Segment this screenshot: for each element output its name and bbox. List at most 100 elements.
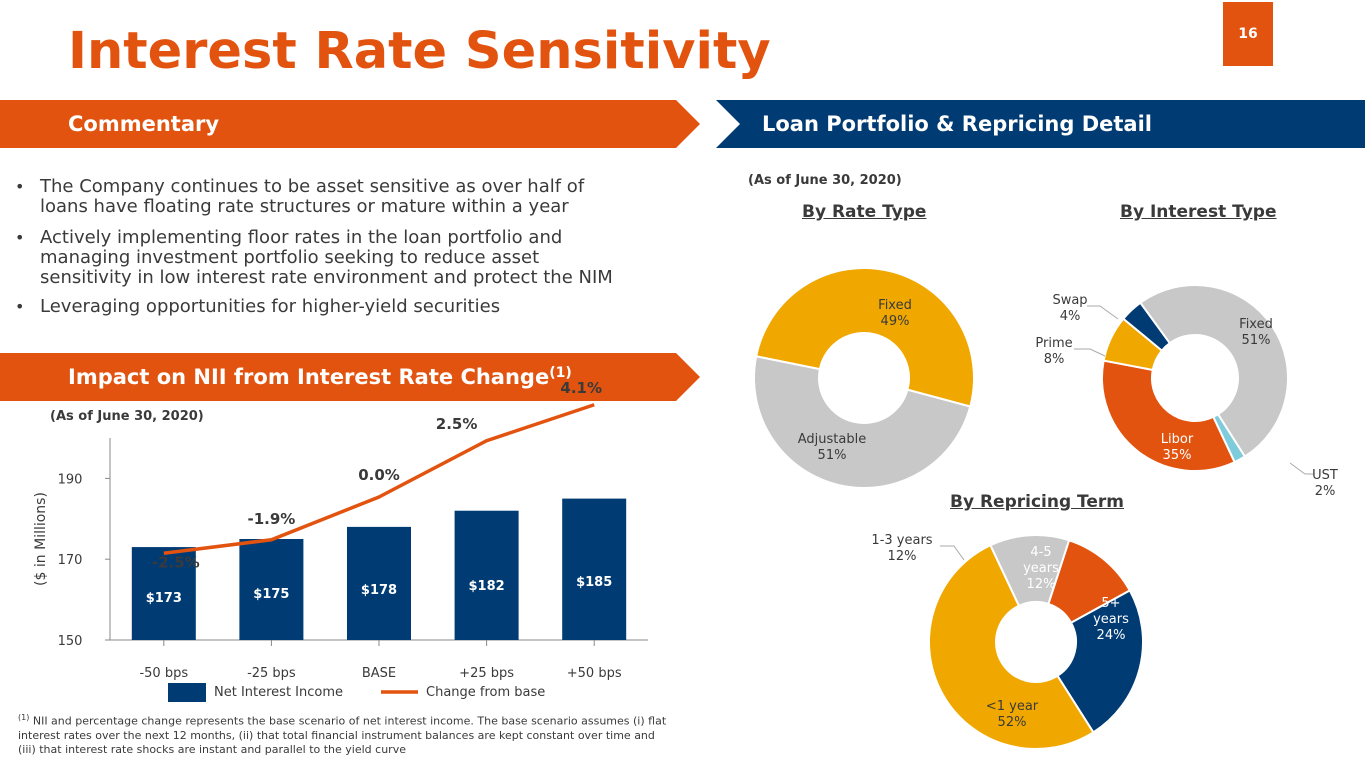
footnote: (1) NII and percentage change represents… [18, 711, 718, 757]
slice-name-label: 4-5 [1030, 545, 1051, 560]
nii-impact-header-label: Impact on NII from Interest Rate Change [68, 365, 550, 389]
loan-as-of-date: (As of June 30, 2020) [748, 173, 902, 188]
change-value-label: 0.0% [358, 466, 400, 484]
slice-name-label: Prime [1035, 336, 1072, 351]
leader-line [1074, 348, 1106, 357]
x-tick-label: -25 bps [247, 666, 296, 681]
interest-type-title: By Interest Type [1120, 202, 1277, 222]
nii-bar [562, 498, 627, 640]
footnote-line: NII and percentage change represents the… [29, 714, 667, 728]
x-tick-label: +25 bps [459, 666, 514, 681]
slice-value-label: 35% [1163, 448, 1192, 463]
nii-bar [131, 547, 196, 640]
change-value-label: -2.5% [152, 553, 200, 571]
slice-name-label: Libor [1161, 432, 1194, 447]
leader-line [1289, 462, 1314, 475]
footnote-line: interest rates over the next 12 months, … [18, 728, 655, 742]
leader-line [1087, 305, 1119, 320]
slice-value-label: 51% [1242, 333, 1271, 348]
x-tick-label: +50 bps [567, 666, 622, 681]
bullet-dot: • [15, 228, 25, 247]
bullet-dot: • [15, 177, 25, 196]
bullet-dot: • [15, 297, 25, 316]
donut-slice [989, 534, 1071, 608]
commentary-bullet-1: • The Company continues to be asset sens… [15, 177, 675, 217]
legend-label-nii: Net Interest Income [214, 685, 343, 700]
legend-swatch-nii [168, 683, 206, 702]
donut-slice [754, 267, 975, 408]
slice-value-label: 51% [818, 448, 847, 463]
legend-label-change: Change from base [426, 685, 545, 700]
footnote-ref: (1) [18, 713, 30, 722]
donut-slice [1101, 359, 1236, 472]
bullet-line: loans have floating rate structures or m… [40, 196, 569, 217]
slice-name-label: Swap [1052, 293, 1087, 308]
nii-bar [239, 539, 304, 640]
nii-as-of-date: (As of June 30, 2020) [50, 409, 204, 424]
slice-name-label: Fixed [878, 298, 912, 313]
bar-value-label: $175 [253, 587, 289, 602]
slice-name-label: 5+ [1101, 596, 1120, 611]
donut-slice [927, 543, 1095, 751]
bar-value-label: $182 [469, 579, 505, 594]
bullet-line: The Company continues to be asset sensit… [40, 176, 585, 197]
donut-slice [1056, 589, 1144, 734]
footnote-line: (iii) that interest rate shocks are inst… [18, 742, 406, 756]
bullet-line: managing investment portfolio seeking to… [40, 247, 540, 268]
change-value-label: 4.1% [560, 379, 602, 397]
nii-header-footnote-ref: (1) [549, 365, 572, 381]
slice-name-label: UST [1312, 468, 1338, 483]
leader-line [940, 545, 965, 561]
commentary-header-label: Commentary [68, 112, 220, 136]
y-tick-label: 190 [58, 472, 83, 487]
change-value-label: 2.5% [436, 415, 478, 433]
nii-bar [347, 526, 411, 640]
bar-value-label: $173 [146, 591, 182, 606]
slice-value-label: 24% [1097, 628, 1126, 643]
slice-value-label: 2% [1315, 484, 1336, 499]
bullet-line: Actively implementing floor rates in the… [40, 227, 563, 248]
slice-name-label: Fixed [1239, 317, 1273, 332]
loan-portfolio-header-label: Loan Portfolio & Repricing Detail [762, 112, 1152, 136]
bar-value-label: $185 [576, 575, 612, 590]
slice-value-label: 12% [1027, 577, 1056, 592]
slice-value-label: 52% [998, 715, 1027, 730]
change-value-label: -1.9% [247, 510, 295, 528]
slice-name-label: 1-3 years [871, 533, 932, 548]
bullet-line: sensitivity in low interest rate environ… [40, 267, 613, 288]
slice-name-label: years [1023, 561, 1059, 576]
x-tick-label: BASE [362, 666, 396, 681]
repricing-term-title: By Repricing Term [950, 492, 1125, 512]
donut-slice [1121, 301, 1172, 352]
y-tick-label: 170 [58, 553, 83, 568]
page-title: Interest Rate Sensitivity [68, 22, 771, 81]
bar-value-label: $178 [361, 583, 397, 598]
slice-value-label: 12% [888, 549, 917, 564]
nii-impact-header: Impact on NII from Interest Rate Change(… [0, 353, 700, 401]
x-tick-label: -50 bps [139, 666, 188, 681]
slice-value-label: 8% [1044, 352, 1065, 367]
commentary-bullet-3: • Leveraging opportunities for higher-yi… [15, 297, 675, 317]
donut-slice [1138, 284, 1290, 458]
slice-name-label: years [1093, 612, 1129, 627]
page-number: 16 [1223, 2, 1273, 66]
commentary-bullet-2: • Actively implementing floor rates in t… [15, 228, 675, 288]
slice-name-label: Adjustable [798, 432, 866, 447]
slice-value-label: 4% [1060, 309, 1081, 324]
change-line [163, 403, 595, 555]
slice-value-label: 49% [881, 314, 910, 329]
nii-bar [454, 510, 519, 640]
nii-bar-line-chart: 150 170 190 ($ in Millions) -50 bps $173 -25 b… [33, 379, 648, 702]
bullet-line: Leveraging opportunities for higher-yiel… [40, 296, 501, 317]
donut-slice [753, 355, 972, 489]
y-tick-label: 150 [58, 634, 83, 649]
slice-name-label: <1 year [986, 699, 1039, 714]
commentary-header: Commentary [0, 100, 700, 148]
rate-type-title: By Rate Type [802, 202, 927, 222]
y-axis-label: ($ in Millions) [33, 492, 49, 586]
loan-portfolio-header: Loan Portfolio & Repricing Detail [716, 100, 1365, 148]
